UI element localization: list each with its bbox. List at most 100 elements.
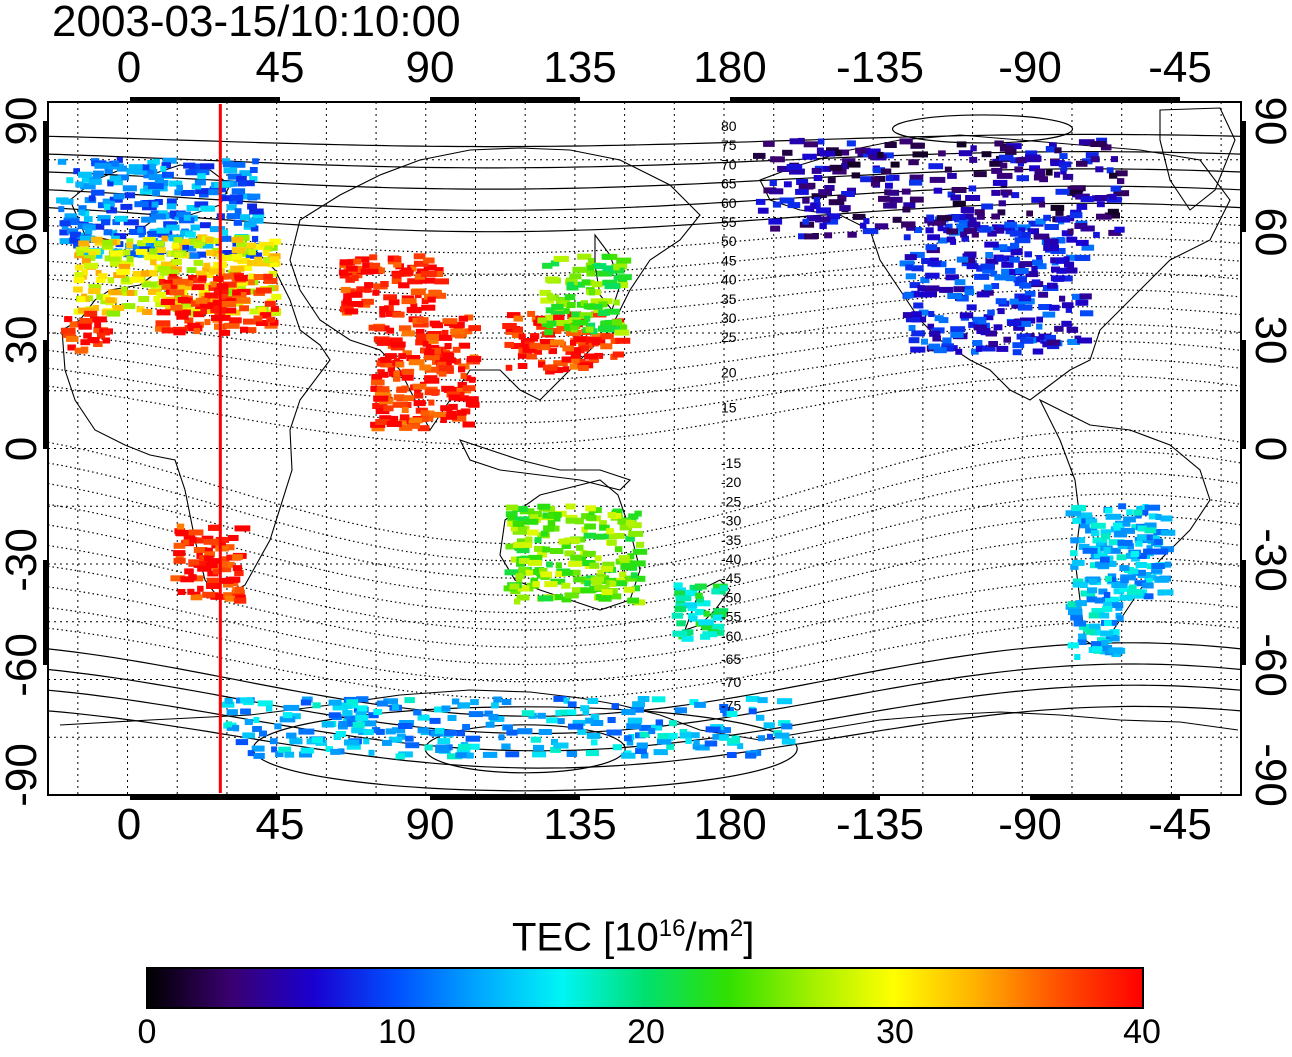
tec-cell: [561, 596, 572, 603]
frame-bar: [1030, 795, 1180, 800]
tec-cell: [1016, 175, 1029, 182]
tec-cell: [187, 322, 201, 329]
tec-cell: [787, 202, 801, 209]
tec-cell: [399, 414, 410, 421]
tec-cell: [718, 727, 731, 734]
contour-label: -50: [721, 589, 741, 605]
tec-cell: [1067, 189, 1083, 196]
tec-cell: [757, 735, 765, 742]
tec-cell: [426, 333, 439, 340]
tec-cell: [719, 585, 728, 592]
tec-cell: [169, 289, 185, 296]
tec-cell: [510, 525, 518, 532]
tec-cell: [454, 358, 462, 365]
tec-cell: [271, 293, 282, 300]
tec-cell: [249, 308, 260, 315]
tec-cell: [545, 322, 554, 329]
tec-cell: [226, 204, 237, 211]
colorbar-tick: 30: [876, 1013, 914, 1051]
tec-cell: [179, 243, 189, 250]
tec-cell: [195, 188, 210, 195]
tec-cell: [392, 311, 405, 318]
tec-cell: [666, 743, 675, 750]
tec-cell: [1077, 639, 1087, 645]
tec-cell: [1148, 513, 1159, 520]
tec-cell: [219, 561, 228, 568]
tec-cell: [248, 249, 256, 256]
tec-cell: [909, 174, 924, 181]
tec-cell: [1105, 575, 1112, 582]
tec-cell: [1154, 576, 1169, 583]
tec-cell: [987, 230, 997, 237]
tec-cell: [789, 138, 804, 145]
tec-cell: [887, 189, 900, 196]
tec-cell: [446, 744, 453, 751]
tec-cell: [204, 555, 214, 562]
tec-cell: [501, 743, 511, 750]
tec-cell: [1136, 505, 1144, 512]
tec-cell: [94, 322, 102, 329]
tec-cell: [215, 545, 229, 552]
tec-cell: [599, 520, 607, 527]
tec-cell: [537, 551, 548, 558]
tec-cell: [408, 422, 421, 429]
tec-cell: [1120, 527, 1135, 534]
tec-cell: [109, 196, 123, 203]
tec-cell: [434, 727, 445, 734]
tec-cell: [539, 339, 555, 345]
tec-cell: [572, 719, 586, 726]
tec-cell: [1061, 302, 1074, 309]
tec-cell: [1151, 563, 1165, 569]
tec-cell: [440, 405, 453, 412]
tec-cell: [573, 576, 586, 583]
tec-cell: [973, 324, 987, 331]
tec-cell: [713, 608, 729, 615]
tec-cell: [434, 278, 449, 285]
magnetic-contour: [48, 219, 1241, 254]
tec-cell: [828, 199, 845, 206]
tec-cell: [431, 348, 442, 354]
tec-cell: [167, 269, 180, 276]
tec-cell: [253, 243, 265, 250]
tec-cell: [147, 159, 158, 166]
tec-cell: [1025, 271, 1039, 278]
tec-cell: [594, 555, 602, 562]
tec-cell: [995, 298, 1007, 305]
magnetic-contour: [48, 514, 1241, 614]
tec-cell: [81, 176, 91, 183]
tec-cell: [538, 361, 546, 368]
tec-cell: [982, 267, 995, 274]
tec-cell: [267, 261, 278, 268]
tec-cell: [151, 201, 159, 208]
tec-cell: [201, 535, 214, 542]
tec-cell: [69, 321, 78, 328]
tec-cell: [795, 188, 809, 195]
tec-cell: [872, 167, 885, 174]
tec-cell: [223, 273, 234, 280]
tec-cell: [614, 263, 628, 270]
tec-cell: [951, 187, 967, 193]
tec-cell: [424, 744, 433, 751]
tec-cell: [820, 165, 832, 172]
tec-cell: [1117, 539, 1133, 546]
tec-cell: [161, 327, 174, 334]
tec-cell: [460, 373, 467, 379]
tec-cell: [401, 298, 417, 305]
tec-cell: [820, 150, 835, 157]
tec-cell: [956, 141, 967, 148]
colorbar-title: TEC [1016/m2]: [512, 915, 755, 960]
tec-cell: [1014, 237, 1031, 244]
tec-cell: [611, 703, 619, 710]
tec-cell: [224, 561, 235, 568]
tec-cell: [204, 547, 213, 554]
tec-cell: [901, 221, 916, 228]
tec-cell: [445, 413, 458, 420]
tec-cell: [1049, 142, 1057, 149]
tec-cell: [587, 698, 599, 704]
tec-cell: [524, 536, 533, 543]
tec-cell: [615, 324, 628, 331]
tec-cell: [121, 303, 136, 310]
tec-cell: [432, 292, 447, 299]
tec-cell: [1098, 588, 1108, 595]
tec-cell: [187, 245, 197, 252]
